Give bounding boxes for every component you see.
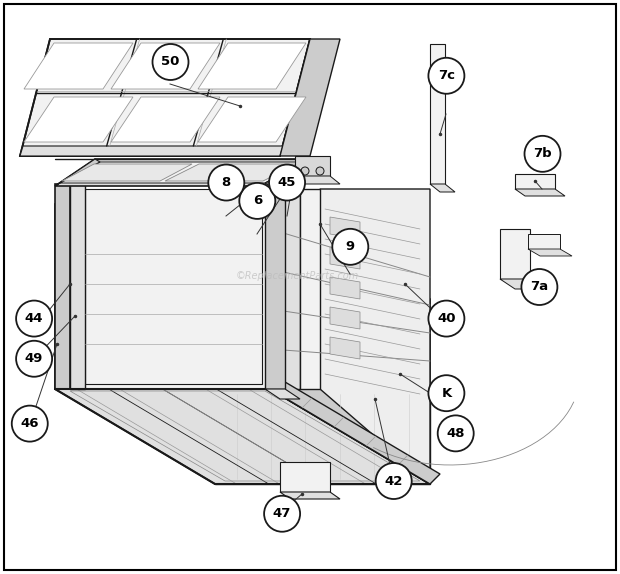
Circle shape [521, 269, 557, 305]
Polygon shape [295, 176, 340, 184]
Polygon shape [165, 164, 297, 181]
Polygon shape [500, 229, 530, 279]
Circle shape [428, 58, 464, 94]
Text: 7a: 7a [530, 281, 549, 293]
Polygon shape [24, 97, 133, 142]
Polygon shape [270, 379, 440, 484]
Polygon shape [55, 389, 430, 484]
Text: 45: 45 [278, 176, 296, 189]
Text: 44: 44 [25, 312, 43, 325]
Polygon shape [280, 462, 330, 492]
Polygon shape [330, 247, 360, 269]
Text: 40: 40 [437, 312, 456, 325]
Polygon shape [265, 159, 310, 186]
Circle shape [525, 136, 560, 172]
Circle shape [208, 165, 244, 200]
Polygon shape [265, 389, 300, 399]
Circle shape [12, 406, 48, 441]
Polygon shape [528, 249, 572, 256]
Polygon shape [500, 279, 545, 289]
Circle shape [428, 375, 464, 411]
Circle shape [438, 416, 474, 451]
Polygon shape [330, 337, 360, 359]
Polygon shape [330, 217, 360, 239]
Polygon shape [430, 184, 455, 192]
Text: 47: 47 [273, 507, 291, 520]
Polygon shape [330, 277, 360, 299]
Text: 8: 8 [222, 176, 231, 189]
Circle shape [428, 301, 464, 336]
Polygon shape [215, 389, 430, 484]
Polygon shape [55, 204, 270, 389]
Text: 9: 9 [346, 241, 355, 253]
Text: 49: 49 [25, 352, 43, 365]
Polygon shape [55, 159, 310, 186]
Text: 48: 48 [446, 427, 465, 440]
Circle shape [153, 44, 188, 80]
Text: 42: 42 [384, 475, 403, 487]
Circle shape [269, 165, 305, 200]
Circle shape [264, 496, 300, 532]
Circle shape [301, 167, 309, 175]
Text: 7c: 7c [438, 69, 455, 82]
Text: ©ReplacementParts.com: ©ReplacementParts.com [236, 270, 359, 281]
Text: 46: 46 [20, 417, 39, 430]
Polygon shape [55, 184, 70, 389]
Circle shape [316, 167, 324, 175]
Polygon shape [85, 189, 262, 384]
Text: 7b: 7b [533, 148, 552, 160]
Polygon shape [280, 492, 340, 499]
Circle shape [332, 229, 368, 265]
Text: 50: 50 [161, 56, 180, 68]
Polygon shape [70, 184, 85, 389]
Polygon shape [20, 39, 310, 156]
Polygon shape [198, 43, 306, 89]
Polygon shape [198, 97, 306, 142]
Polygon shape [515, 174, 555, 189]
Polygon shape [320, 189, 430, 484]
Polygon shape [111, 97, 220, 142]
Polygon shape [430, 44, 445, 184]
Polygon shape [20, 146, 283, 156]
Circle shape [376, 463, 412, 499]
Polygon shape [300, 189, 320, 389]
Polygon shape [24, 43, 133, 89]
Polygon shape [270, 204, 430, 484]
Polygon shape [60, 162, 305, 183]
Polygon shape [62, 164, 192, 181]
Polygon shape [55, 159, 100, 186]
Polygon shape [270, 189, 300, 389]
Polygon shape [330, 307, 360, 329]
Polygon shape [528, 234, 560, 249]
Text: 6: 6 [253, 195, 262, 207]
Polygon shape [280, 39, 340, 156]
Polygon shape [515, 189, 565, 196]
Text: K: K [441, 387, 451, 400]
Polygon shape [265, 179, 285, 389]
Circle shape [16, 341, 52, 377]
Circle shape [239, 183, 275, 219]
Circle shape [16, 301, 52, 336]
Polygon shape [111, 43, 220, 89]
Polygon shape [295, 156, 330, 176]
